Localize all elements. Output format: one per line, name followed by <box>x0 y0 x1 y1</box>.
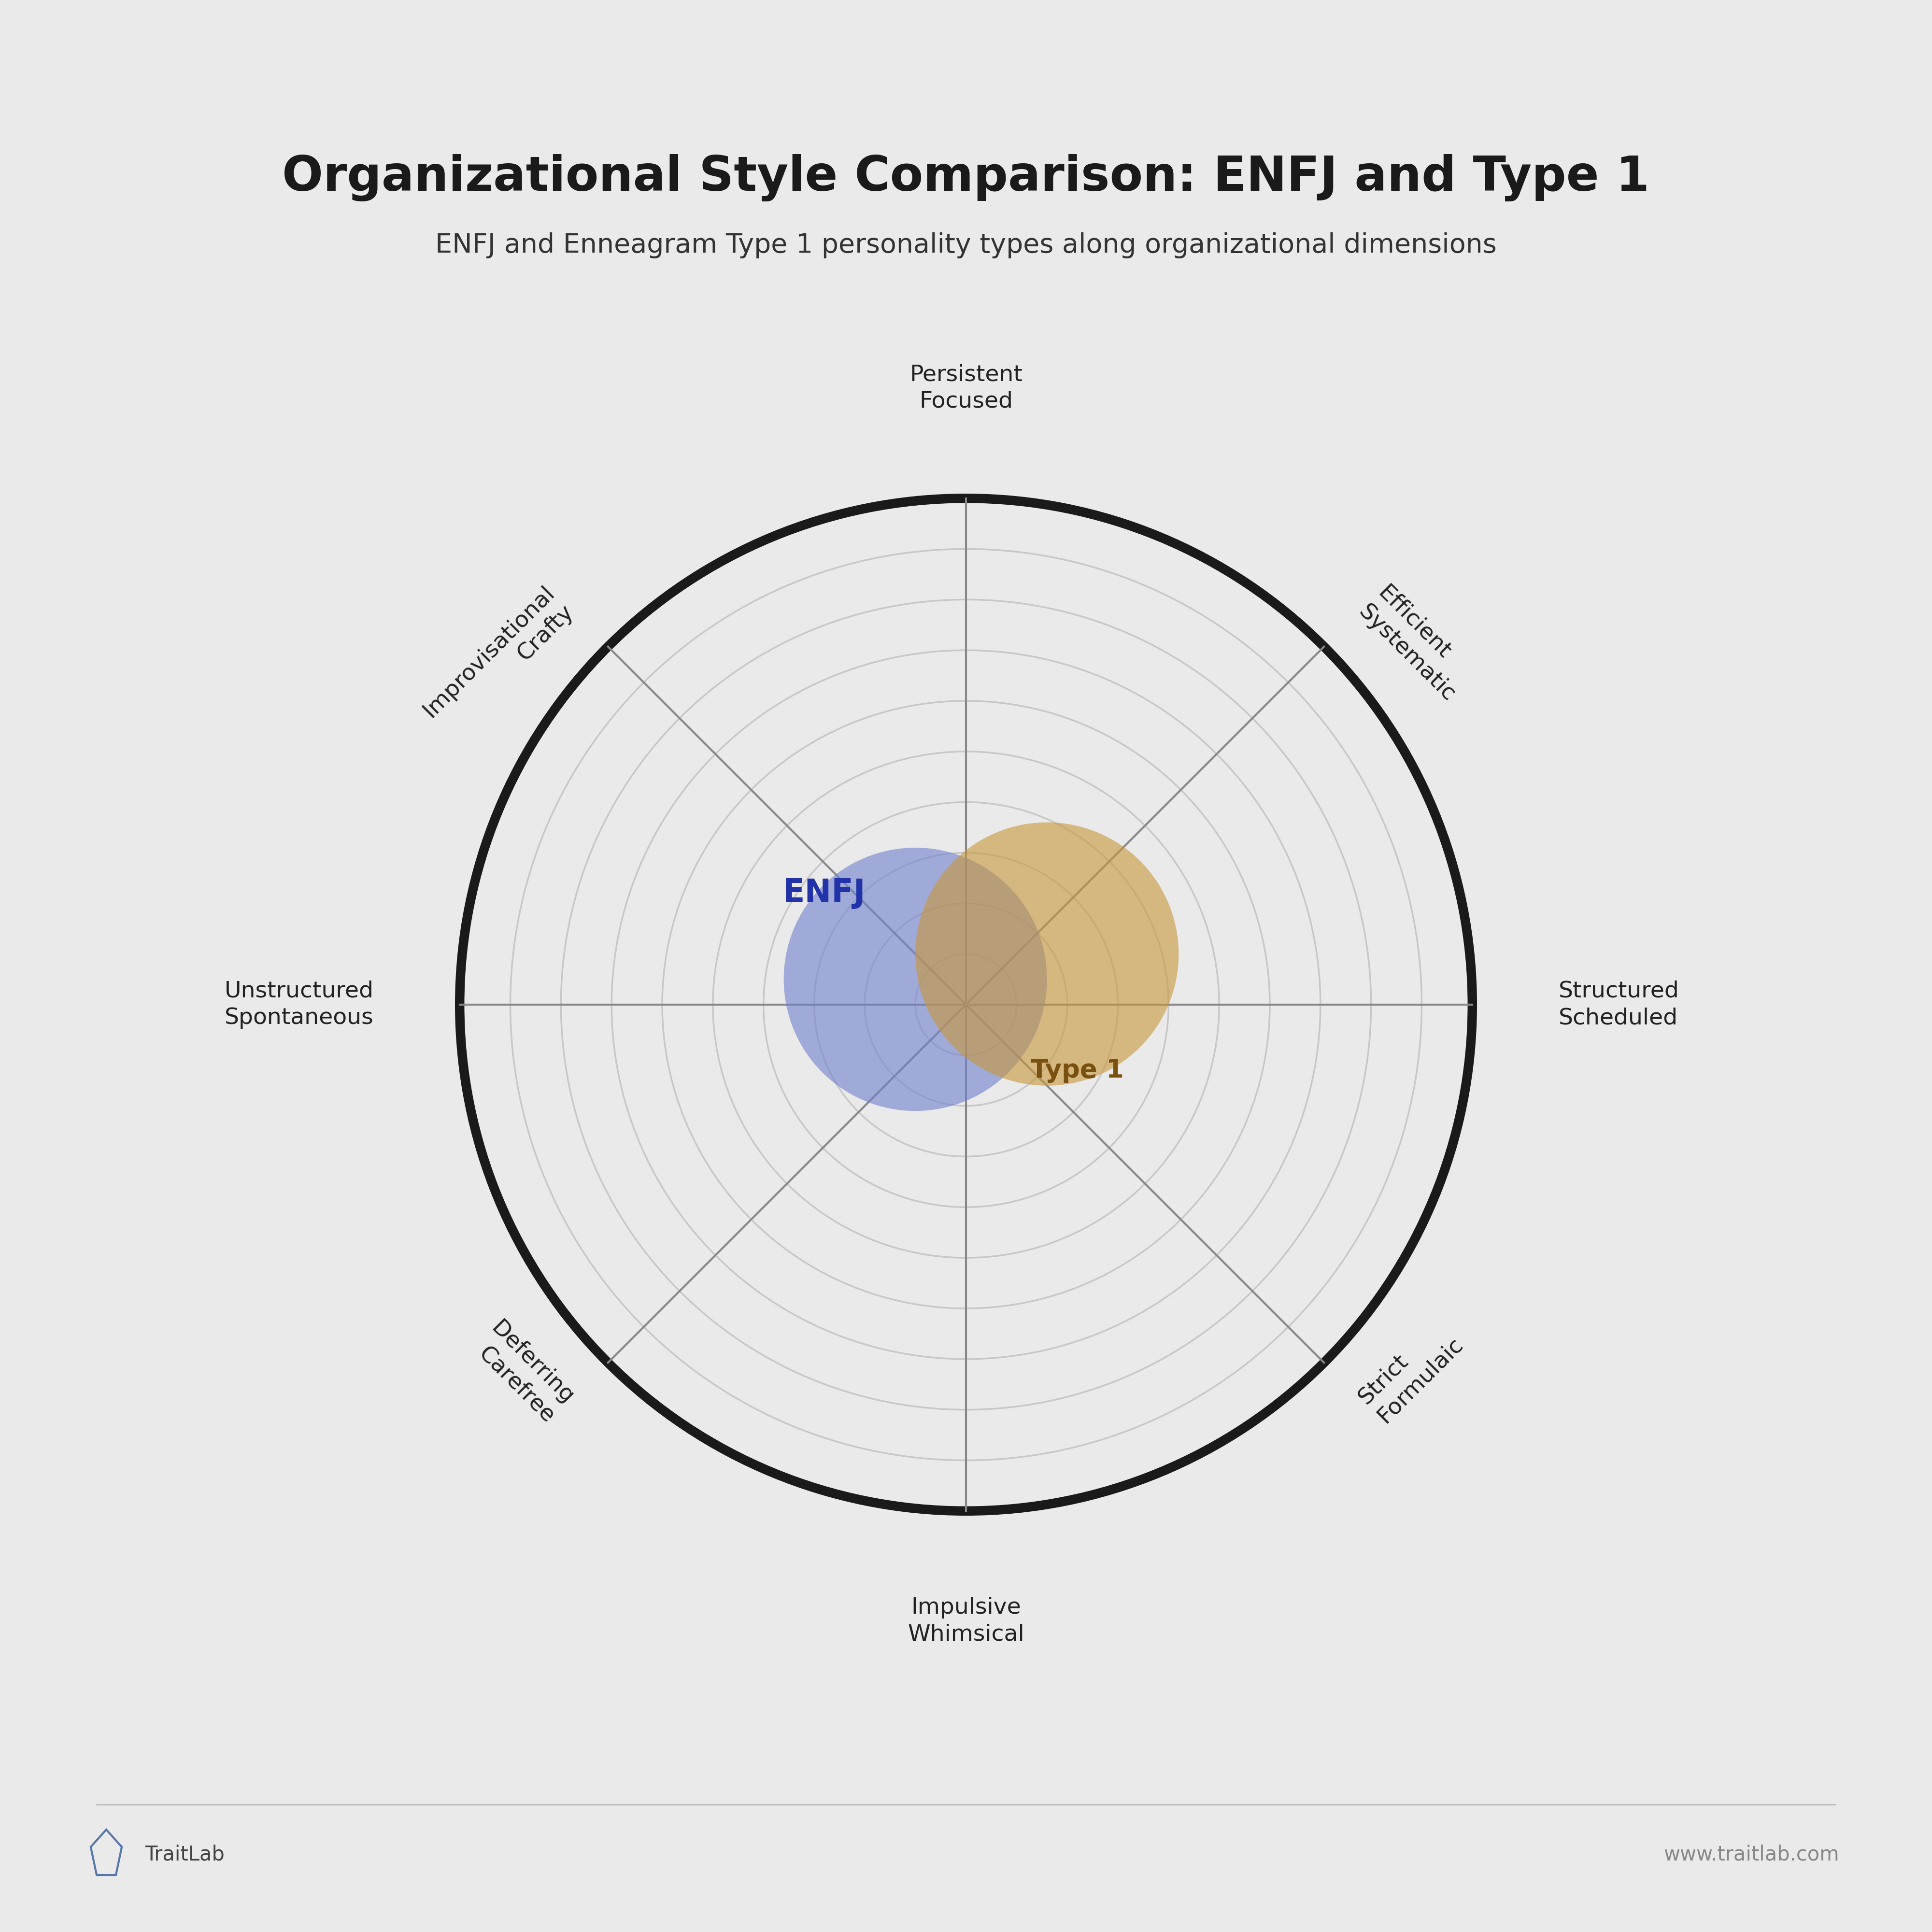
Text: Organizational Style Comparison: ENFJ and Type 1: Organizational Style Comparison: ENFJ an… <box>282 155 1650 201</box>
Text: Type 1: Type 1 <box>1032 1059 1124 1084</box>
Text: Deferring
Carefree: Deferring Carefree <box>468 1318 578 1428</box>
Circle shape <box>916 823 1179 1086</box>
Text: TraitLab: TraitLab <box>145 1845 224 1864</box>
Text: Structured
Scheduled: Structured Scheduled <box>1559 980 1679 1030</box>
Text: www.traitlab.com: www.traitlab.com <box>1663 1845 1839 1864</box>
Text: Efficient
Systematic: Efficient Systematic <box>1354 582 1478 705</box>
Text: ENFJ and Enneagram Type 1 personality types along organizational dimensions: ENFJ and Enneagram Type 1 personality ty… <box>435 232 1497 259</box>
Text: Strict
Formulaic: Strict Formulaic <box>1354 1314 1466 1428</box>
Text: Unstructured
Spontaneous: Unstructured Spontaneous <box>224 980 373 1030</box>
Text: ENFJ: ENFJ <box>782 877 866 910</box>
Text: Impulsive
Whimsical: Impulsive Whimsical <box>908 1598 1024 1646</box>
Text: Improvisational
Crafty: Improvisational Crafty <box>419 582 578 740</box>
Text: Persistent
Focused: Persistent Focused <box>910 363 1022 412</box>
Circle shape <box>784 848 1047 1111</box>
